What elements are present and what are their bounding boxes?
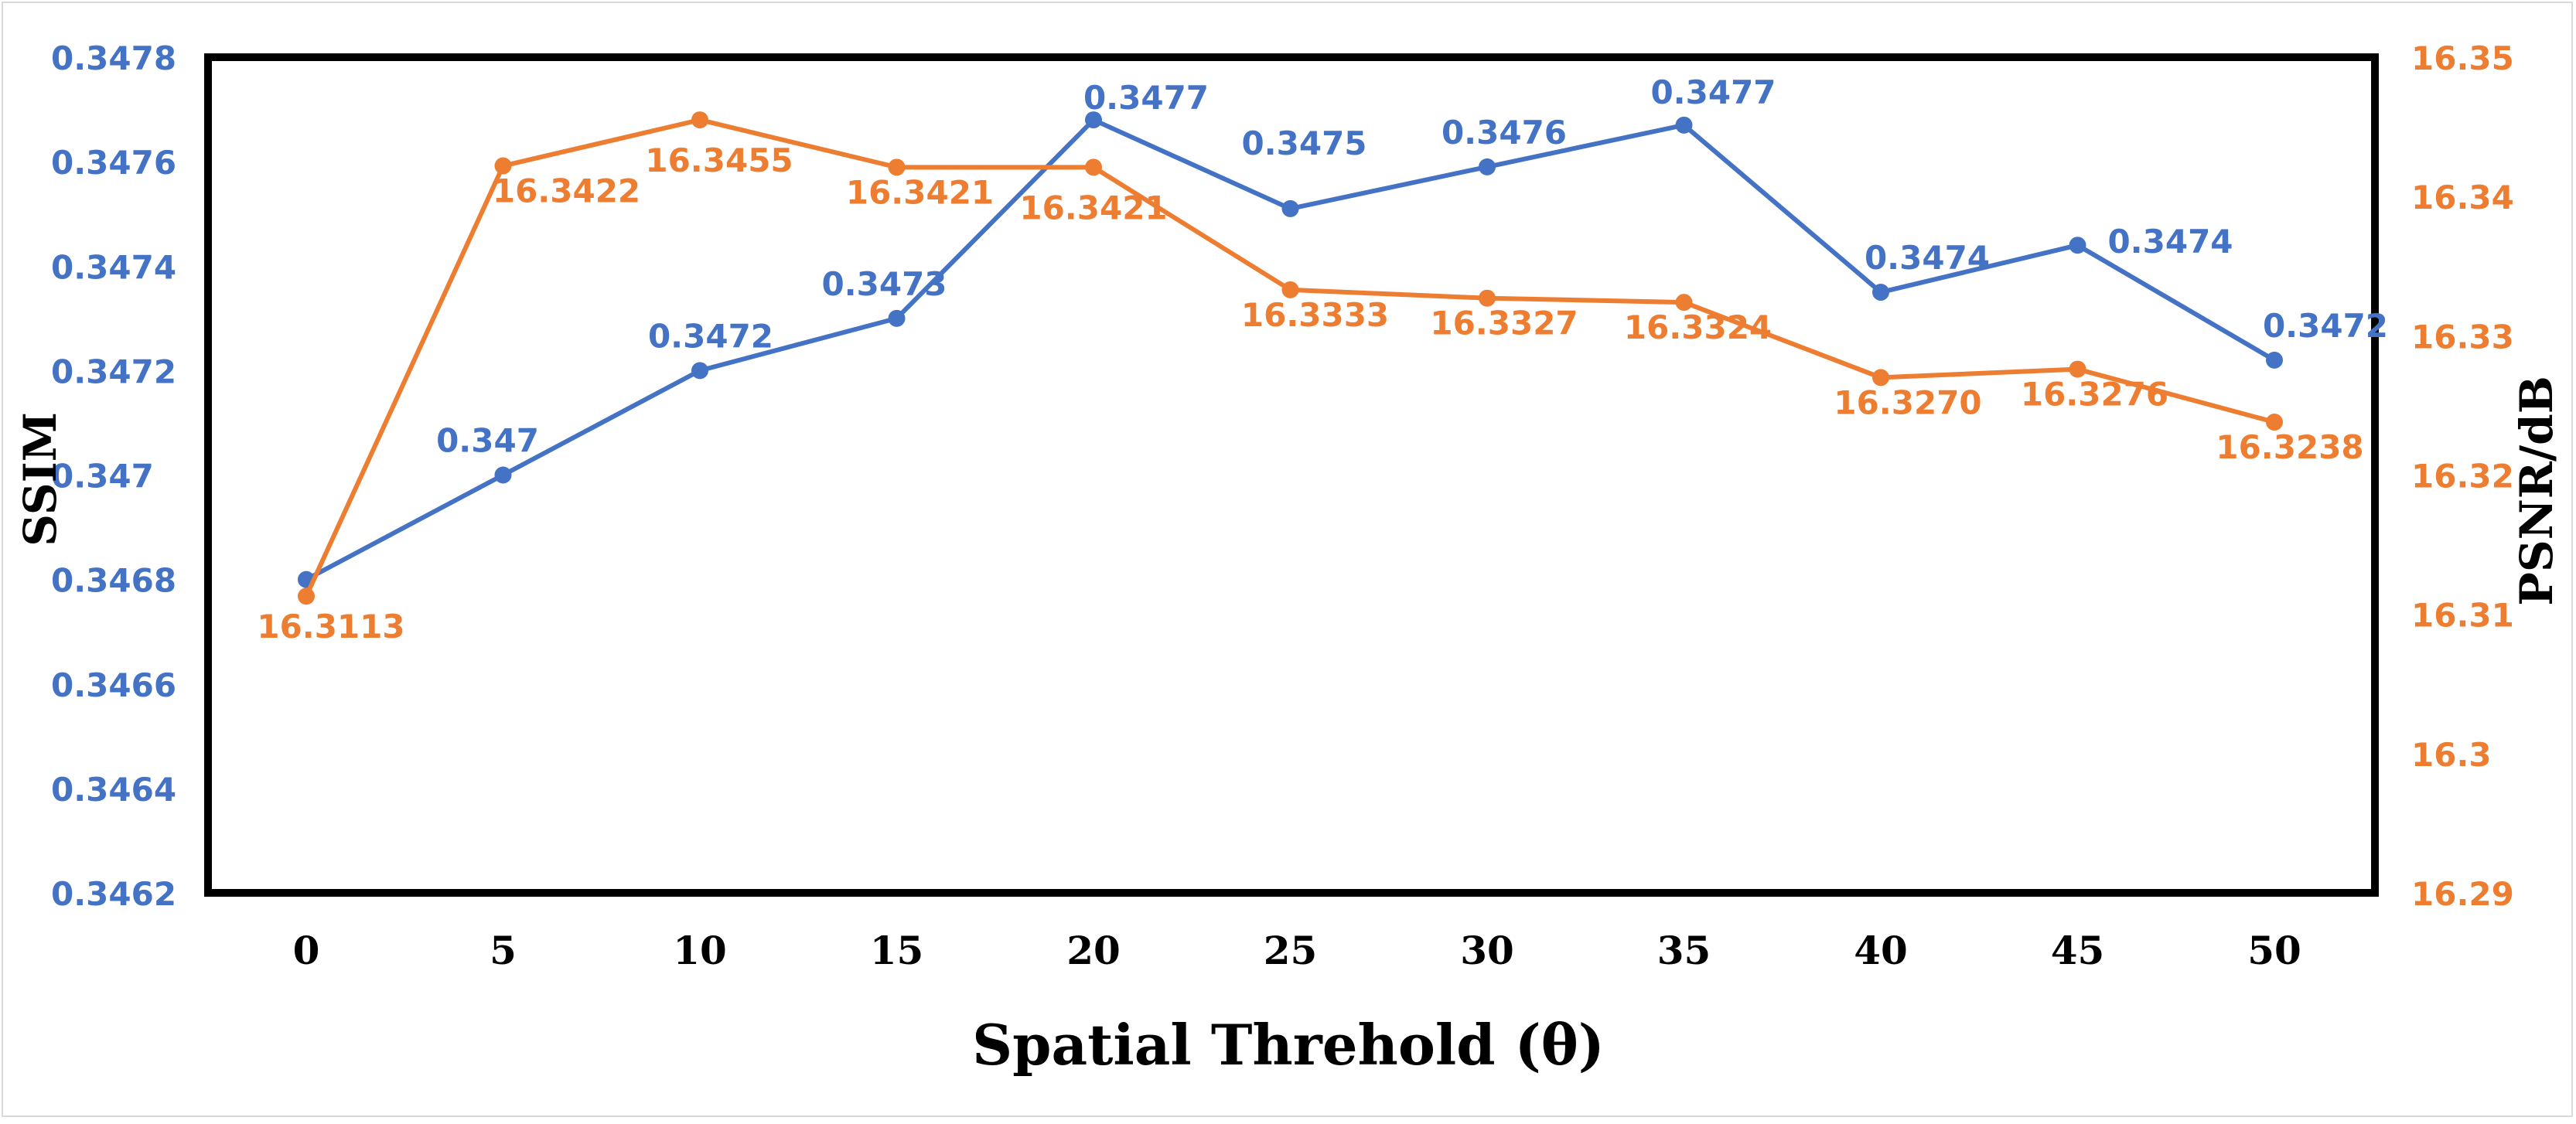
right-axis-tick-label: 16.31: [2411, 597, 2514, 635]
ssim-data-point: [1675, 116, 1693, 134]
ssim-data-label: 0.347: [436, 422, 539, 460]
right-axis-tick-label: 16.33: [2411, 318, 2514, 356]
psnr-data-point: [1085, 158, 1102, 176]
ssim-data-point: [2069, 237, 2086, 254]
right-axis-tick-label: 16.32: [2411, 458, 2514, 496]
x-axis-tick-label: 10: [673, 928, 727, 973]
ssim-data-label: 0.3473: [821, 265, 947, 303]
psnr-data-label: 16.3455: [645, 141, 793, 179]
x-axis-tick-label: 20: [1066, 928, 1121, 973]
psnr-data-point: [691, 111, 708, 129]
ssim-data-label: 0.3474: [1865, 239, 1990, 277]
left-axis-tick-label: 0.3476: [51, 144, 176, 182]
ssim-data-point: [494, 466, 512, 484]
psnr-data-point: [1479, 289, 1496, 307]
x-axis-tick-label: 0: [293, 928, 320, 973]
x-axis-tick-label: 35: [1657, 928, 1711, 973]
psnr-data-label: 16.3238: [2216, 428, 2363, 466]
x-axis-tick-label: 50: [2247, 928, 2301, 973]
left-axis-tick-label: 0.3468: [51, 562, 176, 600]
psnr-data-point: [1872, 369, 1889, 387]
right-axis-tick-label: 16.35: [2411, 39, 2514, 77]
psnr-data-point: [1675, 294, 1693, 312]
y-axis-left-title: SSIM: [14, 412, 67, 547]
right-axis-tick-label: 16.3: [2411, 736, 2492, 774]
psnr-data-label: 16.3324: [1624, 308, 1772, 346]
ssim-data-point: [1281, 199, 1299, 217]
ssim-data-label: 0.3477: [1650, 73, 1776, 111]
ssim-data-label: 0.3477: [1083, 79, 1209, 117]
psnr-data-point: [298, 588, 315, 605]
plot-area-border: [204, 53, 2379, 897]
psnr-data-point: [2069, 360, 2086, 378]
x-axis-tick-label: 5: [490, 928, 517, 973]
psnr-data-label: 16.3276: [2021, 376, 2168, 414]
right-axis-ticks: 16.29 16.3 16.31 16.32 16.33 16.34 16.35: [2411, 39, 2514, 913]
psnr-data-label: 16.3421: [1019, 189, 1167, 227]
x-axis-ticks: 0 5 10 15 20 25 30 35 40 45 50: [293, 928, 2301, 973]
x-axis-tick-label: 30: [1460, 928, 1514, 973]
series-layer: [298, 111, 2283, 605]
x-axis-title: Spatial Threhold (θ): [972, 1012, 1605, 1078]
left-axis-tick-label: 0.3478: [51, 39, 176, 77]
ssim-data-point: [1479, 158, 1496, 175]
data-label-layer: 0.347 0.3472 0.3473 0.3477 0.3475 0.3476 0.347…: [257, 73, 2388, 645]
right-axis-tick-label: 16.34: [2411, 179, 2514, 216]
ssim-data-point: [2266, 351, 2283, 369]
psnr-data-label: 16.3333: [1241, 296, 1389, 334]
psnr-data-label: 16.3327: [1430, 305, 1578, 342]
right-axis-tick-label: 16.29: [2411, 875, 2514, 913]
psnr-data-point: [1281, 281, 1299, 298]
left-axis-tick-label: 0.3466: [51, 666, 176, 704]
ssim-data-label: 0.3472: [648, 317, 773, 355]
psnr-data-point: [888, 158, 906, 176]
psnr-data-label: 16.3270: [1834, 383, 1981, 421]
ssim-data-point: [1085, 111, 1102, 129]
ssim-data-point: [1872, 284, 1889, 301]
left-axis-tick-label: 0.3472: [51, 353, 176, 390]
ssim-data-point: [691, 362, 708, 380]
x-axis-tick-label: 45: [2051, 928, 2105, 973]
ssim-data-label: 0.3472: [2263, 307, 2388, 345]
y-axis-right-title: PSNR/dB: [2510, 376, 2563, 605]
x-axis-tick-label: 15: [870, 928, 924, 973]
psnr-data-point: [494, 157, 512, 175]
left-axis-tick-label: 0.347: [51, 458, 154, 496]
left-axis-tick-label: 0.3464: [51, 771, 176, 809]
left-axis-tick-label: 0.3474: [51, 248, 176, 286]
ssim-data-label: 0.3474: [2107, 223, 2233, 261]
psnr-data-label: 16.3422: [493, 172, 640, 210]
left-axis-ticks: 0.3462 0.3464 0.3466 0.3468 0.347 0.3472 0.347…: [51, 39, 176, 913]
ssim-data-label: 0.3476: [1442, 114, 1567, 152]
ssim-data-point: [888, 309, 906, 327]
psnr-data-label: 16.3421: [846, 173, 994, 211]
x-axis-tick-label: 25: [1264, 928, 1318, 973]
x-axis-tick-label: 40: [1854, 928, 1908, 973]
psnr-data-label: 16.3113: [257, 608, 404, 645]
ssim-data-label: 0.3475: [1241, 124, 1366, 162]
psnr-data-point: [2266, 414, 2283, 431]
left-axis-tick-label: 0.3462: [51, 875, 176, 913]
